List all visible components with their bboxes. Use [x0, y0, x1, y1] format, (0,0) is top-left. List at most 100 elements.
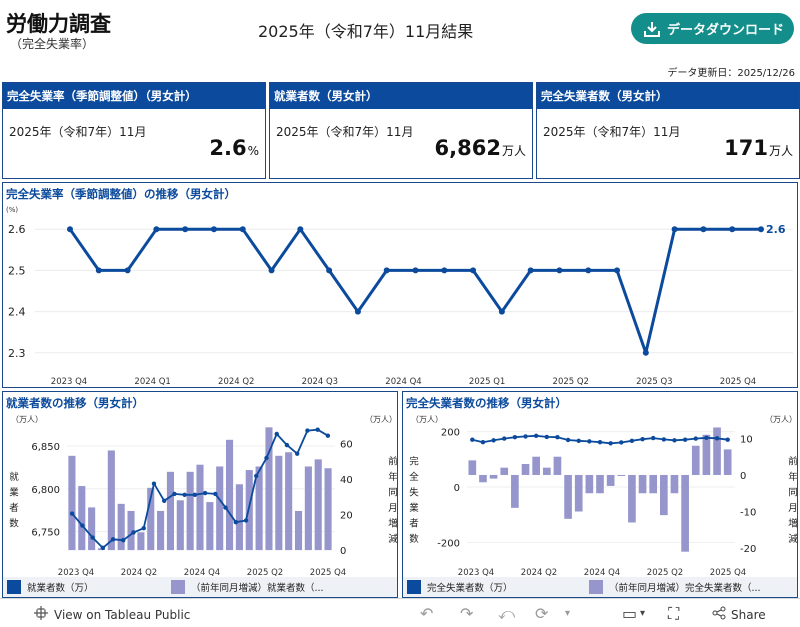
revert-icon[interactable]: ⤺ [498, 604, 516, 623]
yoy-bar [88, 507, 96, 551]
data-download-button[interactable]: データダウンロード [631, 13, 794, 44]
kpi-title: 完全失業者数（男女計） [537, 83, 799, 109]
yoy-bar [606, 474, 615, 486]
x-tick-label: 2024 Q2 [521, 568, 557, 577]
kpi-title: 完全失業率（季節調整値）（男女計） [3, 83, 265, 109]
app-subtitle: （完全失業率） [10, 37, 95, 51]
level-point [651, 435, 656, 441]
yoy-bar [166, 471, 174, 551]
level-point [587, 439, 592, 444]
kpi-period: 2025年（令和7年）11月 [9, 125, 147, 139]
rate-point [527, 267, 534, 274]
period-title: 2025年（令和7年）11月結果 [258, 22, 474, 41]
share-button[interactable]: Share [712, 606, 766, 623]
level-point [243, 518, 249, 523]
left-unit-label: （万人） [411, 415, 443, 424]
level-point [597, 440, 603, 445]
level-point [305, 428, 310, 433]
rate-point [470, 267, 477, 274]
rate-point [153, 226, 160, 233]
left-axis-title-char: 全 [409, 471, 419, 483]
right-tick-label: 10 [740, 434, 753, 445]
redo-icon[interactable]: ↷ [460, 604, 474, 623]
kpi-unit: 万人 [501, 144, 526, 158]
yoy-bar [275, 455, 283, 551]
yoy-bar [681, 474, 689, 552]
x-tick-label: 2024 Q3 [302, 377, 338, 387]
level-point [192, 492, 198, 497]
download-label: データダウンロード [667, 23, 785, 38]
rate-chart-title: 完全失業率（季節調整値）の推移（男女計） [6, 187, 236, 201]
yoy-bar [304, 466, 312, 551]
right-axis-title-char: 増 [788, 517, 797, 529]
level-point [576, 438, 581, 444]
x-tick-label: 2024 Q2 [218, 377, 254, 387]
kpi-period: 2025年（令和7年）11月 [543, 125, 681, 139]
yoy-bar [176, 500, 184, 551]
x-tick-label: 2025 Q4 [720, 377, 756, 387]
yoy-bar [216, 466, 224, 551]
rate-point [67, 226, 73, 233]
yoy-bar [596, 474, 604, 494]
yoy-bar [511, 474, 519, 508]
rate-point [585, 267, 592, 274]
rate-series-line [68, 227, 761, 355]
rate-point [642, 349, 649, 356]
present-icon[interactable]: ▭ [622, 604, 638, 623]
kpi-title: 就業者数（男女計） [270, 83, 532, 109]
rate-point [182, 226, 189, 233]
level-point [182, 492, 187, 497]
level-point [555, 435, 560, 440]
undo-icon[interactable]: ↶ [420, 604, 434, 623]
rate-line-chart[interactable]: (%) 2.3 2.4 2.5 2.6 2023 Q4 2024 Q1 2024 Q2 2024… [3, 183, 797, 387]
left-unit-label: （万人） [11, 415, 43, 424]
yoy-bar [521, 464, 530, 475]
view-on-tableau-link[interactable]: View on Tableau Public [34, 606, 190, 623]
y-tick-label: 2.3 [8, 347, 26, 360]
level-point [682, 437, 688, 442]
chevron-down-icon[interactable]: ▾ [640, 608, 646, 619]
tableau-logo-icon [34, 606, 48, 623]
yoy-bar [196, 464, 204, 551]
rate-point [758, 226, 764, 233]
chevron-down-icon[interactable]: ▾ [565, 608, 571, 619]
rate-point [671, 226, 678, 233]
x-tick-label: 2023 Q4 [58, 568, 94, 577]
yoy-bar [532, 456, 540, 475]
rate-chart-panel: 完全失業率（季節調整値）の推移（男女計） (%) 2.3 2.4 2.5 2.6 2023… [2, 182, 798, 388]
unemployed-chart-title: 完全失業者数の推移（男女計） [406, 396, 567, 410]
unemployed-combo-chart[interactable]: （万人） （万人） -200 0 200 -20 -10 0 10 完全失業者数 前年同月増減 202… [403, 392, 797, 577]
left-axis-title-char: 数 [409, 533, 419, 545]
left-axis-title-char: 数 [9, 517, 19, 529]
kpi-unemployed: 完全失業者数（男女計） 2025年（令和7年）11月 171万人 [536, 82, 800, 179]
share-label: Share [731, 607, 766, 622]
right-axis-title-char: 増 [388, 517, 397, 529]
tableau-label: View on Tableau Public [54, 607, 191, 622]
level-point [151, 481, 157, 486]
level-point [131, 530, 136, 535]
download-icon [643, 20, 661, 38]
right-tick-label: 40 [340, 475, 353, 486]
yoy-bar [107, 450, 115, 551]
kpi-unit: 万人 [768, 144, 793, 158]
yoy-bar [157, 510, 165, 551]
x-tick-label: 2024 Q4 [184, 568, 220, 577]
legend-label: 就業者数（万） [27, 583, 94, 594]
right-axis-title-char: 月 [388, 503, 397, 514]
level-point [284, 442, 290, 448]
yoy-bar [265, 427, 273, 551]
refresh-icon[interactable]: ⟳ [535, 604, 549, 623]
right-axis-title-char: 前 [388, 455, 397, 467]
employed-combo-chart[interactable]: （万人） （万人） 6,750 6,800 6,850 0 20 40 60 就業者数 前年同月増減… [3, 392, 397, 577]
right-tick-label: -20 [740, 544, 756, 555]
x-tick-label: 2025 Q4 [710, 568, 746, 577]
yoy-bar [78, 486, 86, 551]
left-axis-title-char: 就 [9, 471, 19, 483]
yoy-bar [574, 474, 583, 512]
right-axis-title-char: 年 [388, 471, 397, 483]
level-point [544, 434, 549, 440]
rate-point [412, 267, 419, 274]
fullscreen-icon[interactable]: ⛶ [668, 604, 680, 623]
employed-legend: 就業者数（万） （前年同月増減）就業者数（... [3, 577, 397, 597]
app-title: 労働力調査 [6, 12, 111, 36]
